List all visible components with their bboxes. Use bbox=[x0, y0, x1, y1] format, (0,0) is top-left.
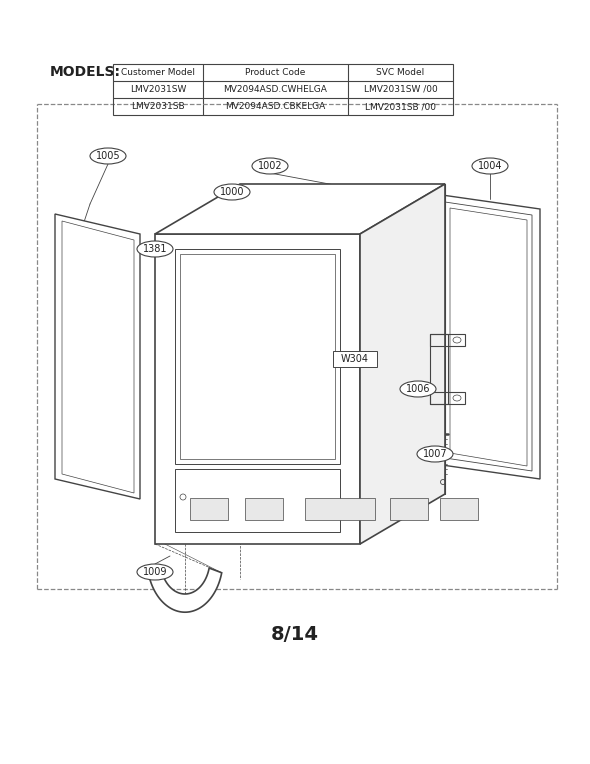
Ellipse shape bbox=[396, 197, 404, 202]
Ellipse shape bbox=[417, 364, 424, 369]
Text: Product Code: Product Code bbox=[245, 68, 306, 77]
Ellipse shape bbox=[417, 293, 424, 299]
FancyBboxPatch shape bbox=[333, 351, 377, 367]
Bar bbox=[190, 498, 228, 520]
Ellipse shape bbox=[417, 282, 424, 286]
Text: 1000: 1000 bbox=[219, 187, 244, 197]
Ellipse shape bbox=[417, 235, 424, 240]
Polygon shape bbox=[360, 184, 445, 544]
Ellipse shape bbox=[417, 212, 424, 216]
Bar bbox=[390, 498, 428, 520]
Ellipse shape bbox=[417, 422, 424, 428]
Ellipse shape bbox=[214, 184, 250, 200]
Text: SVC Model: SVC Model bbox=[376, 68, 425, 77]
Ellipse shape bbox=[417, 411, 424, 416]
Ellipse shape bbox=[417, 199, 424, 205]
Ellipse shape bbox=[417, 458, 424, 463]
Ellipse shape bbox=[417, 470, 424, 474]
Bar bbox=[440, 498, 478, 520]
Text: LMV2031SB: LMV2031SB bbox=[131, 102, 185, 111]
Ellipse shape bbox=[416, 199, 424, 205]
Text: 1007: 1007 bbox=[422, 449, 447, 459]
Ellipse shape bbox=[386, 196, 394, 201]
Ellipse shape bbox=[306, 186, 314, 192]
Ellipse shape bbox=[417, 247, 424, 251]
Ellipse shape bbox=[417, 270, 424, 275]
Ellipse shape bbox=[252, 158, 288, 174]
Text: 1006: 1006 bbox=[406, 384, 430, 394]
Text: 1004: 1004 bbox=[478, 161, 502, 171]
Ellipse shape bbox=[326, 189, 334, 194]
Ellipse shape bbox=[417, 223, 424, 228]
Polygon shape bbox=[149, 568, 222, 612]
Text: W304: W304 bbox=[341, 354, 369, 364]
Text: MODELS:: MODELS: bbox=[50, 66, 121, 79]
Ellipse shape bbox=[417, 481, 424, 487]
Text: LMV2031SB /00: LMV2031SB /00 bbox=[365, 102, 436, 111]
Text: 1009: 1009 bbox=[143, 567, 167, 577]
Text: 1005: 1005 bbox=[96, 151, 120, 161]
Bar bbox=[245, 498, 283, 520]
Bar bbox=[113, 64, 453, 115]
Ellipse shape bbox=[137, 241, 173, 257]
Ellipse shape bbox=[417, 352, 424, 358]
Text: MV2094ASD.CBKELGA: MV2094ASD.CBKELGA bbox=[225, 102, 326, 111]
Ellipse shape bbox=[376, 195, 384, 199]
Text: MV2094ASD.CWHELGA: MV2094ASD.CWHELGA bbox=[224, 85, 327, 94]
Ellipse shape bbox=[406, 199, 414, 203]
Ellipse shape bbox=[417, 446, 453, 462]
Ellipse shape bbox=[417, 387, 424, 393]
Ellipse shape bbox=[356, 193, 364, 197]
Ellipse shape bbox=[346, 191, 354, 196]
Ellipse shape bbox=[417, 258, 424, 264]
Ellipse shape bbox=[417, 306, 424, 310]
Ellipse shape bbox=[417, 341, 424, 345]
Polygon shape bbox=[155, 234, 360, 544]
Ellipse shape bbox=[417, 400, 424, 404]
Bar bbox=[305, 498, 375, 520]
Ellipse shape bbox=[336, 190, 344, 195]
Ellipse shape bbox=[90, 148, 126, 164]
Text: LMV2031SW /00: LMV2031SW /00 bbox=[363, 85, 437, 94]
Ellipse shape bbox=[417, 329, 424, 334]
Ellipse shape bbox=[400, 381, 436, 397]
Text: 8/14: 8/14 bbox=[271, 624, 319, 643]
Ellipse shape bbox=[137, 564, 173, 580]
Ellipse shape bbox=[366, 193, 374, 199]
Polygon shape bbox=[55, 214, 140, 499]
Ellipse shape bbox=[417, 446, 424, 452]
Text: Customer Model: Customer Model bbox=[121, 68, 195, 77]
Ellipse shape bbox=[417, 376, 424, 380]
Text: 1002: 1002 bbox=[258, 161, 282, 171]
Ellipse shape bbox=[472, 158, 508, 174]
Polygon shape bbox=[155, 184, 445, 234]
Ellipse shape bbox=[316, 188, 324, 193]
Ellipse shape bbox=[417, 435, 424, 439]
Text: LMV2031SW: LMV2031SW bbox=[130, 85, 186, 94]
Ellipse shape bbox=[417, 317, 424, 322]
Text: 1381: 1381 bbox=[143, 244, 167, 254]
